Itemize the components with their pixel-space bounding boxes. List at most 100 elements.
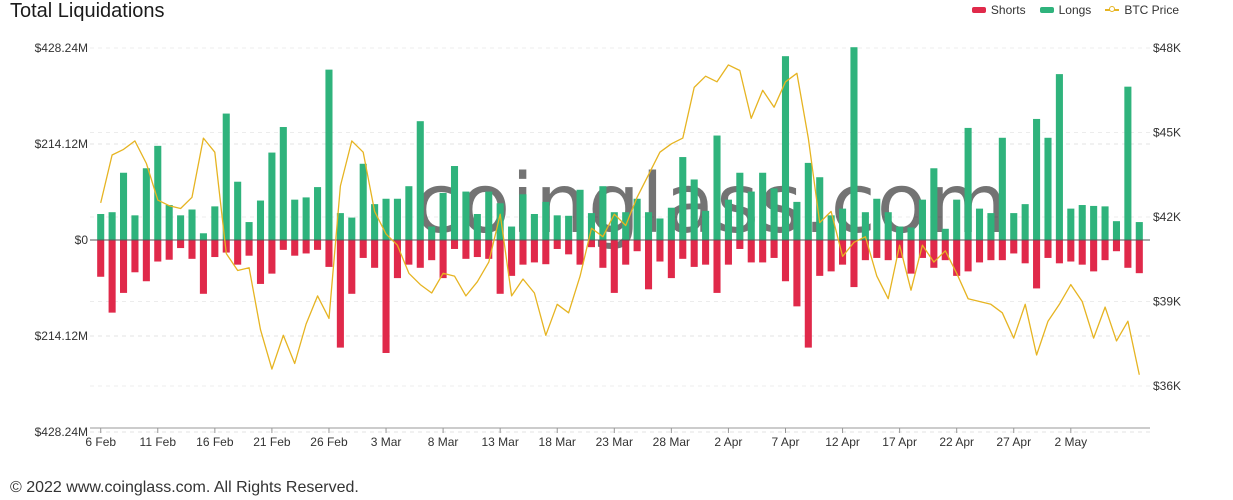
longs-bar bbox=[348, 217, 356, 240]
shorts-bar bbox=[222, 240, 230, 253]
shorts-bar bbox=[302, 240, 310, 254]
longs-bar bbox=[291, 199, 299, 240]
longs-bar bbox=[873, 198, 881, 240]
longs-bar bbox=[393, 198, 401, 240]
shorts-bar bbox=[1033, 240, 1041, 289]
longs-bar bbox=[1135, 222, 1143, 240]
shorts-bar bbox=[393, 240, 401, 279]
shorts-bar bbox=[736, 240, 744, 249]
shorts-bar bbox=[998, 240, 1006, 261]
shorts-bar bbox=[336, 240, 344, 348]
longs-bar bbox=[268, 152, 276, 240]
longs-bar bbox=[325, 69, 333, 241]
longs-bar bbox=[747, 191, 755, 240]
shorts-bar bbox=[975, 240, 984, 263]
shorts-bar bbox=[770, 240, 778, 258]
x-tick-label: 28 Mar bbox=[653, 435, 690, 449]
shorts-bar bbox=[450, 240, 459, 249]
x-tick-label: 7 Apr bbox=[771, 435, 799, 449]
longs-bar bbox=[279, 127, 287, 240]
longs-bar bbox=[1021, 204, 1029, 240]
longs-bar bbox=[656, 218, 664, 240]
shorts-bar bbox=[519, 240, 527, 265]
shorts-bar bbox=[371, 240, 379, 268]
longs-bar bbox=[131, 215, 139, 240]
shorts-bar bbox=[485, 240, 493, 259]
shorts-bar bbox=[382, 240, 390, 353]
longs-bar bbox=[1112, 221, 1121, 240]
shorts-bar bbox=[1124, 240, 1132, 268]
longs-bar bbox=[405, 186, 413, 240]
legend-item-longs[interactable]: Longs bbox=[1039, 3, 1091, 17]
longs-bar bbox=[816, 177, 824, 240]
legend-label-btc-price: BTC Price bbox=[1124, 3, 1179, 17]
longs-bar bbox=[941, 228, 949, 240]
longs-bar bbox=[861, 212, 869, 240]
right-tick-label: $48K bbox=[1153, 41, 1181, 55]
shorts-bar bbox=[234, 240, 242, 265]
shorts-bar bbox=[359, 240, 367, 258]
x-tick-label: 21 Feb bbox=[253, 435, 291, 449]
shorts-bar bbox=[154, 240, 162, 262]
shorts-bar bbox=[1044, 240, 1052, 258]
longs-bar bbox=[382, 198, 390, 240]
longs-bar bbox=[462, 191, 470, 240]
longs-bar bbox=[496, 203, 504, 240]
shorts-bar bbox=[530, 240, 538, 263]
shorts-bar bbox=[416, 240, 424, 268]
shorts-bar bbox=[291, 240, 299, 256]
shorts-bar bbox=[473, 240, 481, 258]
liquidations-chart: $428.24M$214.12M$0$214.12M$428.24M $48K$… bbox=[35, 41, 1181, 449]
shorts-bar bbox=[462, 240, 470, 259]
shorts-bar bbox=[827, 240, 835, 272]
shorts-bar bbox=[1101, 240, 1109, 261]
longs-bar bbox=[610, 212, 618, 240]
longs-bar bbox=[1010, 213, 1018, 240]
right-tick-label: $42K bbox=[1153, 210, 1181, 224]
shorts-bar bbox=[702, 240, 710, 265]
longs-bar bbox=[987, 213, 995, 240]
longs-swatch bbox=[1039, 7, 1054, 13]
longs-bar bbox=[416, 121, 424, 240]
shorts-bar bbox=[131, 240, 139, 273]
shorts-bar bbox=[542, 240, 550, 265]
longs-bar bbox=[222, 113, 230, 240]
longs-bar bbox=[485, 191, 493, 240]
longs-bar bbox=[530, 213, 538, 240]
shorts-bar bbox=[256, 240, 265, 284]
shorts-bar bbox=[1055, 240, 1063, 264]
longs-bar bbox=[565, 215, 573, 240]
shorts-bar bbox=[964, 240, 972, 272]
shorts-bar bbox=[599, 240, 607, 268]
btc-price-line bbox=[100, 64, 1140, 375]
longs-bar bbox=[371, 204, 379, 240]
shorts-bar bbox=[679, 240, 687, 259]
longs-bar bbox=[599, 186, 607, 240]
legend-item-btc-price[interactable]: BTC Price bbox=[1105, 3, 1179, 17]
longs-bar bbox=[1124, 86, 1132, 240]
x-tick-label: 3 Mar bbox=[371, 435, 402, 449]
shorts-bar bbox=[565, 240, 573, 255]
shorts-bar bbox=[941, 240, 949, 261]
longs-bar bbox=[108, 212, 116, 240]
shorts-bar bbox=[496, 240, 504, 294]
longs-bar bbox=[359, 163, 367, 240]
chart-title: Total Liquidations bbox=[10, 0, 165, 22]
shorts-bar bbox=[165, 240, 173, 260]
shorts-bar bbox=[268, 240, 276, 274]
longs-bar bbox=[633, 198, 641, 240]
longs-bar bbox=[1067, 208, 1075, 240]
longs-bar bbox=[667, 207, 675, 240]
shorts-bar bbox=[348, 240, 356, 294]
longs-bar bbox=[839, 208, 847, 240]
longs-bar bbox=[336, 213, 344, 240]
longs-bar bbox=[1101, 206, 1109, 240]
longs-bar bbox=[428, 226, 436, 240]
shorts-bar bbox=[622, 240, 630, 265]
legend-item-shorts[interactable]: Shorts bbox=[971, 3, 1026, 17]
right-axis: $48K $45K $42K $39K $36K bbox=[1153, 41, 1181, 393]
btc-price-swatch bbox=[1105, 6, 1120, 12]
longs-bar bbox=[553, 215, 561, 240]
x-tick-label: 2 Apr bbox=[714, 435, 742, 449]
shorts-bar bbox=[713, 240, 721, 293]
